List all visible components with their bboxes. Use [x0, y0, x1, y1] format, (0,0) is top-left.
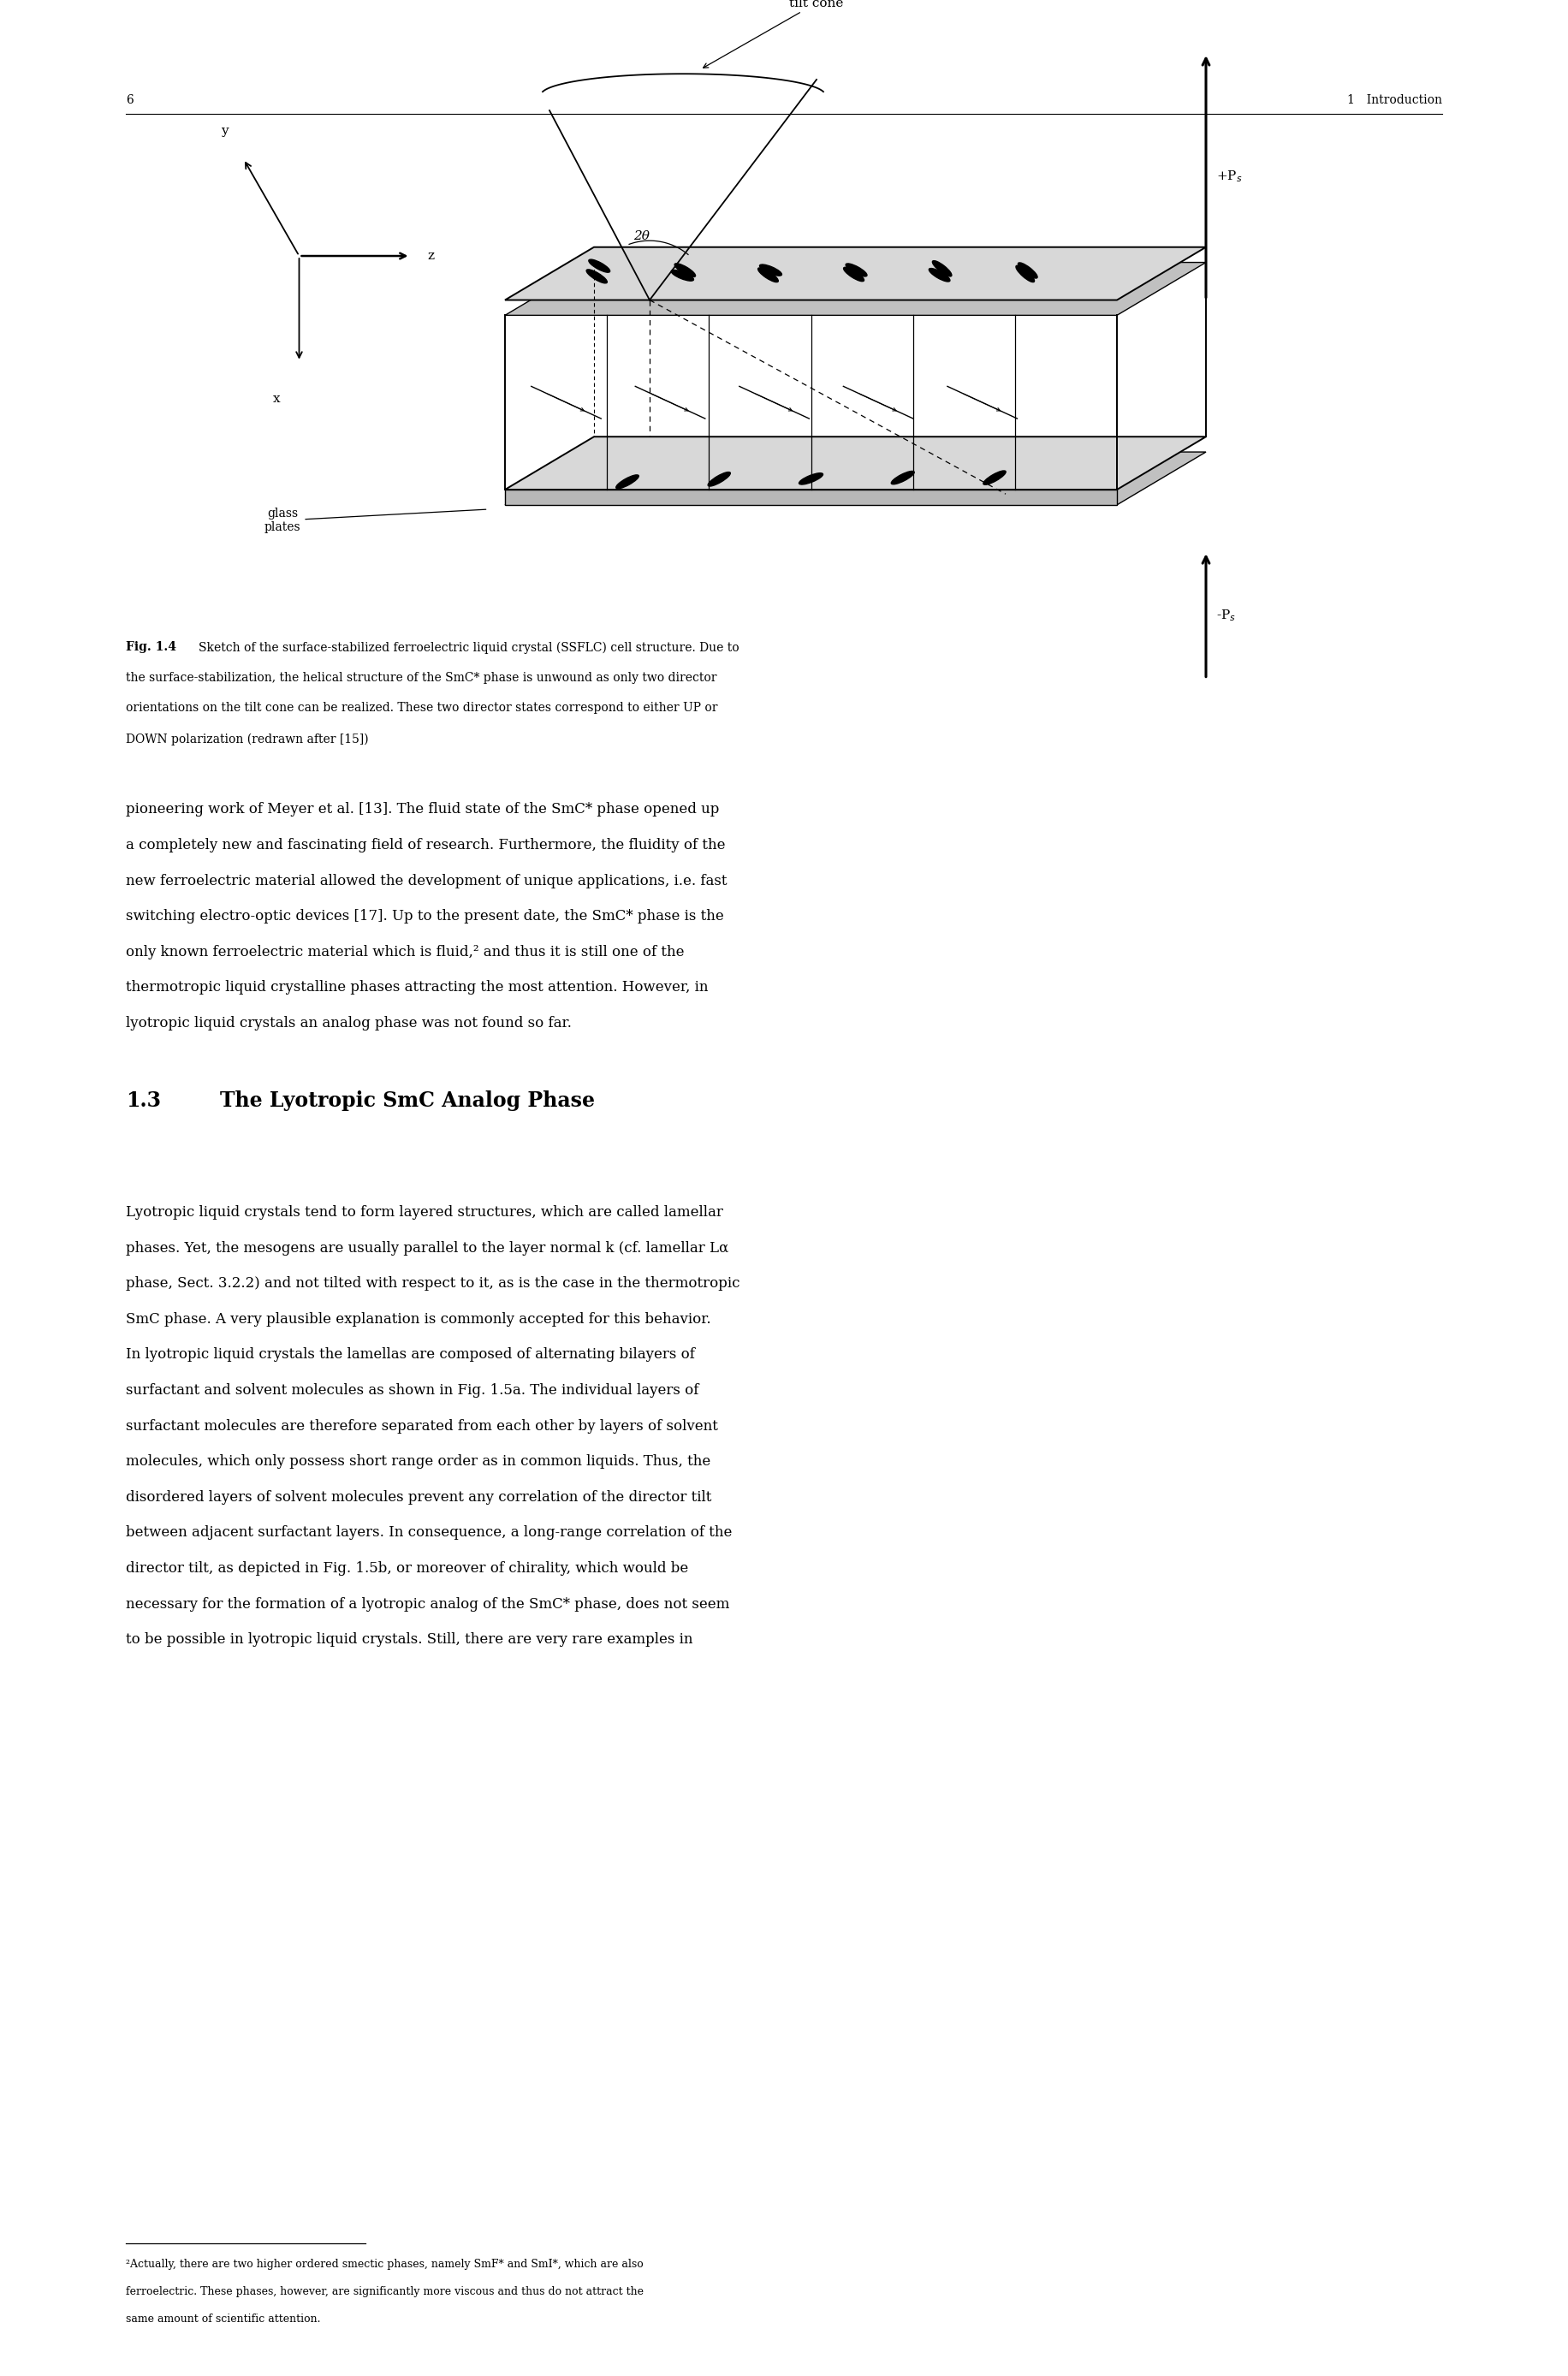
Text: phase, Sect. 3.2.2) and not tilted with respect to it, as is the case in the the: phase, Sect. 3.2.2) and not tilted with …	[125, 1276, 740, 1290]
Text: necessary for the formation of a lyotropic analog of the SmC* phase, does not se: necessary for the formation of a lyotrop…	[125, 1597, 729, 1611]
Text: molecules, which only possess short range order as in common liquids. Thus, the: molecules, which only possess short rang…	[125, 1454, 710, 1468]
Ellipse shape	[671, 271, 693, 280]
Ellipse shape	[1018, 264, 1038, 278]
Text: 1 Introduction: 1 Introduction	[1347, 95, 1443, 107]
Text: y: y	[221, 126, 229, 138]
Ellipse shape	[674, 264, 696, 278]
Text: SmC phase. A very plausible explanation is commonly accepted for this behavior.: SmC phase. A very plausible explanation …	[125, 1312, 710, 1326]
Text: +P$_s$: +P$_s$	[1217, 169, 1242, 185]
Text: pioneering work of Meyer et al. [13]. The fluid state of the SmC* phase opened u: pioneering work of Meyer et al. [13]. Th…	[125, 803, 720, 817]
Ellipse shape	[757, 268, 778, 283]
Text: ferroelectric. These phases, however, are significantly more viscous and thus do: ferroelectric. These phases, however, ar…	[125, 2286, 643, 2298]
Text: the surface-stabilization, the helical structure of the SmC* phase is unwound as: the surface-stabilization, the helical s…	[125, 672, 717, 684]
Text: -P$_s$: -P$_s$	[1217, 608, 1236, 623]
Polygon shape	[505, 261, 1206, 316]
Ellipse shape	[616, 475, 638, 489]
Text: glass
plates: glass plates	[263, 508, 486, 532]
Text: lyotropic liquid crystals an analog phase was not found so far.: lyotropic liquid crystals an analog phas…	[125, 1017, 572, 1031]
Ellipse shape	[891, 470, 914, 485]
Text: x: x	[273, 392, 281, 404]
Ellipse shape	[588, 259, 610, 273]
Text: disordered layers of solvent molecules prevent any correlation of the director t: disordered layers of solvent molecules p…	[125, 1490, 712, 1504]
Ellipse shape	[1016, 266, 1035, 283]
Text: 1.3: 1.3	[125, 1091, 162, 1112]
Ellipse shape	[800, 473, 823, 485]
Ellipse shape	[928, 268, 950, 283]
Text: phases. Yet, the mesogens are usually parallel to the layer normal k (cf. lamell: phases. Yet, the mesogens are usually pa…	[125, 1240, 729, 1255]
Text: ²Actually, there are two higher ordered smectic phases, namely SmF* and SmI*, wh: ²Actually, there are two higher ordered …	[125, 2260, 643, 2269]
Text: to be possible in lyotropic liquid crystals. Still, there are very rare examples: to be possible in lyotropic liquid cryst…	[125, 1632, 693, 1647]
Ellipse shape	[845, 264, 867, 276]
Text: surfactant and solvent molecules as shown in Fig. 1.5a. The individual layers of: surfactant and solvent molecules as show…	[125, 1383, 699, 1397]
Polygon shape	[505, 247, 1206, 299]
Text: The Lyotropic SmC Analog Phase: The Lyotropic SmC Analog Phase	[220, 1091, 594, 1112]
Ellipse shape	[586, 268, 607, 283]
Text: orientations on the tilt cone can be realized. These two director states corresp: orientations on the tilt cone can be rea…	[125, 703, 718, 715]
Text: 6: 6	[125, 95, 133, 107]
Text: Lyotropic liquid crystals tend to form layered structures, which are called lame: Lyotropic liquid crystals tend to form l…	[125, 1205, 723, 1219]
Text: Fig. 1.4: Fig. 1.4	[125, 642, 176, 653]
Text: tilt cone: tilt cone	[702, 0, 844, 69]
Ellipse shape	[983, 470, 1005, 485]
Polygon shape	[505, 451, 1206, 504]
Text: new ferroelectric material allowed the development of unique applications, i.e. : new ferroelectric material allowed the d…	[125, 874, 728, 889]
Text: DOWN polarization (redrawn after [15]): DOWN polarization (redrawn after [15])	[125, 732, 368, 746]
Text: same amount of scientific attention.: same amount of scientific attention.	[125, 2314, 320, 2324]
Text: only known ferroelectric material which is fluid,² and thus it is still one of t: only known ferroelectric material which …	[125, 946, 684, 960]
Text: switching electro-optic devices [17]. Up to the present date, the SmC* phase is : switching electro-optic devices [17]. Up…	[125, 910, 724, 924]
Text: between adjacent surfactant layers. In consequence, a long-range correlation of : between adjacent surfactant layers. In c…	[125, 1525, 732, 1540]
Polygon shape	[505, 489, 1116, 504]
Text: a completely new and fascinating field of research. Furthermore, the fluidity of: a completely new and fascinating field o…	[125, 839, 726, 853]
Ellipse shape	[933, 261, 952, 276]
Ellipse shape	[759, 264, 782, 276]
Text: 2θ: 2θ	[633, 230, 649, 242]
Text: director tilt, as depicted in Fig. 1.5b, or moreover of chirality, which would b: director tilt, as depicted in Fig. 1.5b,…	[125, 1561, 688, 1575]
Ellipse shape	[709, 473, 731, 487]
Text: thermotropic liquid crystalline phases attracting the most attention. However, i: thermotropic liquid crystalline phases a…	[125, 981, 709, 996]
Text: surfactant molecules are therefore separated from each other by layers of solven: surfactant molecules are therefore separ…	[125, 1418, 718, 1433]
Ellipse shape	[844, 266, 864, 280]
Text: z: z	[426, 249, 434, 261]
Text: In lyotropic liquid crystals the lamellas are composed of alternating bilayers o: In lyotropic liquid crystals the lamella…	[125, 1347, 695, 1361]
Polygon shape	[505, 437, 1206, 489]
Text: Sketch of the surface-stabilized ferroelectric liquid crystal (SSFLC) cell struc: Sketch of the surface-stabilized ferroel…	[199, 642, 739, 653]
